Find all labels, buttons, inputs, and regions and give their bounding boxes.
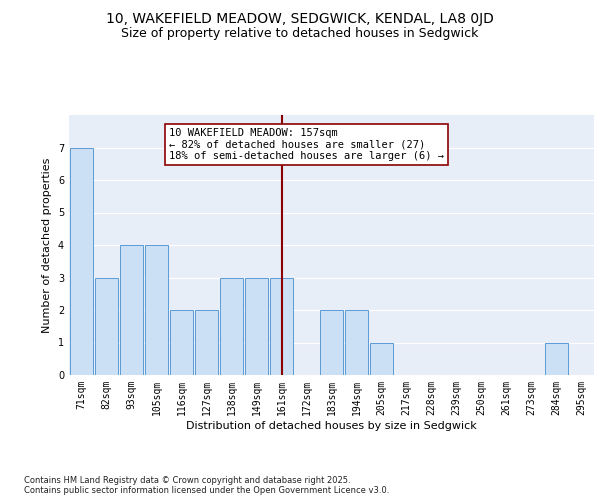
- X-axis label: Distribution of detached houses by size in Sedgwick: Distribution of detached houses by size …: [186, 420, 477, 430]
- Y-axis label: Number of detached properties: Number of detached properties: [43, 158, 52, 332]
- Bar: [245, 278, 268, 375]
- Text: Size of property relative to detached houses in Sedgwick: Size of property relative to detached ho…: [121, 28, 479, 40]
- Bar: [95, 278, 118, 375]
- Bar: [120, 245, 143, 375]
- Text: 10, WAKEFIELD MEADOW, SEDGWICK, KENDAL, LA8 0JD: 10, WAKEFIELD MEADOW, SEDGWICK, KENDAL, …: [106, 12, 494, 26]
- Bar: [270, 278, 293, 375]
- Bar: [70, 148, 93, 375]
- Text: 10 WAKEFIELD MEADOW: 157sqm
← 82% of detached houses are smaller (27)
18% of sem: 10 WAKEFIELD MEADOW: 157sqm ← 82% of det…: [169, 128, 444, 161]
- Bar: [220, 278, 243, 375]
- Bar: [545, 342, 568, 375]
- Bar: [195, 310, 218, 375]
- Bar: [370, 342, 393, 375]
- Bar: [170, 310, 193, 375]
- Text: Contains HM Land Registry data © Crown copyright and database right 2025.
Contai: Contains HM Land Registry data © Crown c…: [24, 476, 389, 495]
- Bar: [345, 310, 368, 375]
- Bar: [145, 245, 168, 375]
- Bar: [320, 310, 343, 375]
